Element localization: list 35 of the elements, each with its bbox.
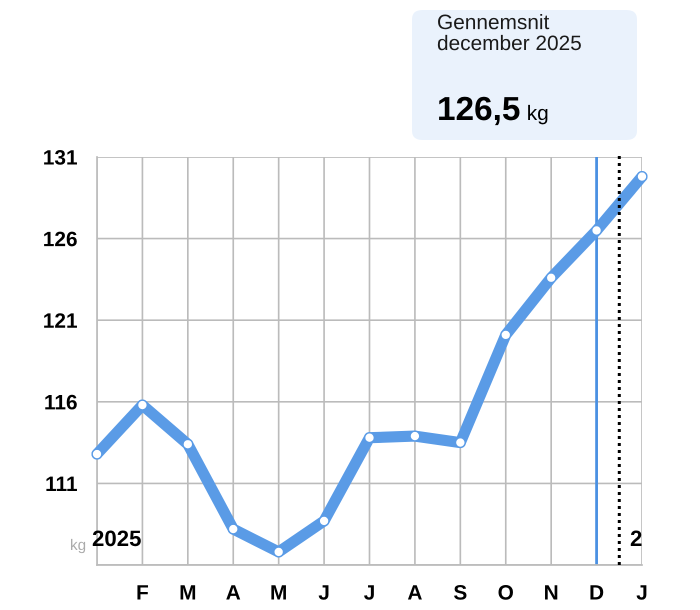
point (91, 448, 103, 460)
chart-title: Gennemsnit december 2025 (438, 14, 581, 50)
point (454, 437, 466, 448)
annotation: 2 (630, 530, 642, 546)
point (273, 546, 284, 558)
x-tick-label: M (180, 585, 196, 600)
x-tick-label: N (545, 585, 558, 600)
point (591, 224, 602, 236)
x-tick-label: J (318, 585, 328, 600)
x-tick-label: M (271, 585, 286, 600)
point (546, 272, 557, 284)
x-tick-label: S (454, 584, 466, 600)
x-tick-label: D (590, 585, 604, 600)
y-tick-label: 121 (44, 313, 77, 328)
chart-subtitle: 126,5 kg (439, 96, 548, 126)
x-tick-label: J (364, 585, 374, 600)
y-tick-label: 111 (46, 476, 77, 491)
y-tick-label: 116 (45, 394, 77, 410)
y-tick-label: 126 (44, 232, 77, 246)
point (318, 515, 330, 526)
point (136, 400, 148, 411)
point (364, 432, 376, 444)
point (500, 329, 512, 340)
point (636, 171, 648, 182)
x-tick-label: O (498, 584, 513, 600)
point (228, 524, 239, 535)
y-tick-label: 131 (44, 150, 77, 165)
x-tick-label: F (137, 585, 148, 600)
annotation: 2025 (92, 530, 141, 546)
point (409, 430, 420, 442)
point (182, 438, 194, 450)
x-tick-label: A (226, 585, 240, 600)
text: kg (71, 538, 86, 554)
x-tick-label: A (408, 585, 422, 600)
x-tick-label: J (636, 585, 646, 600)
